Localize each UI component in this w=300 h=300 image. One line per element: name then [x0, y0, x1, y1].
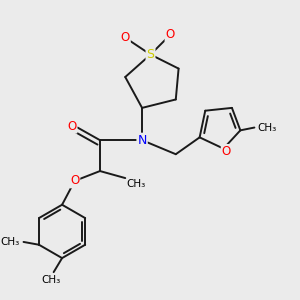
Text: CH₃: CH₃: [0, 237, 19, 247]
Text: O: O: [222, 145, 231, 158]
Text: O: O: [70, 174, 79, 188]
Text: CH₃: CH₃: [127, 179, 146, 190]
Text: O: O: [166, 28, 175, 41]
Text: S: S: [146, 48, 154, 61]
Text: N: N: [137, 134, 147, 147]
Text: CH₃: CH₃: [257, 122, 276, 133]
Text: O: O: [121, 31, 130, 44]
Text: O: O: [67, 120, 76, 133]
Text: CH₃: CH₃: [41, 275, 61, 285]
